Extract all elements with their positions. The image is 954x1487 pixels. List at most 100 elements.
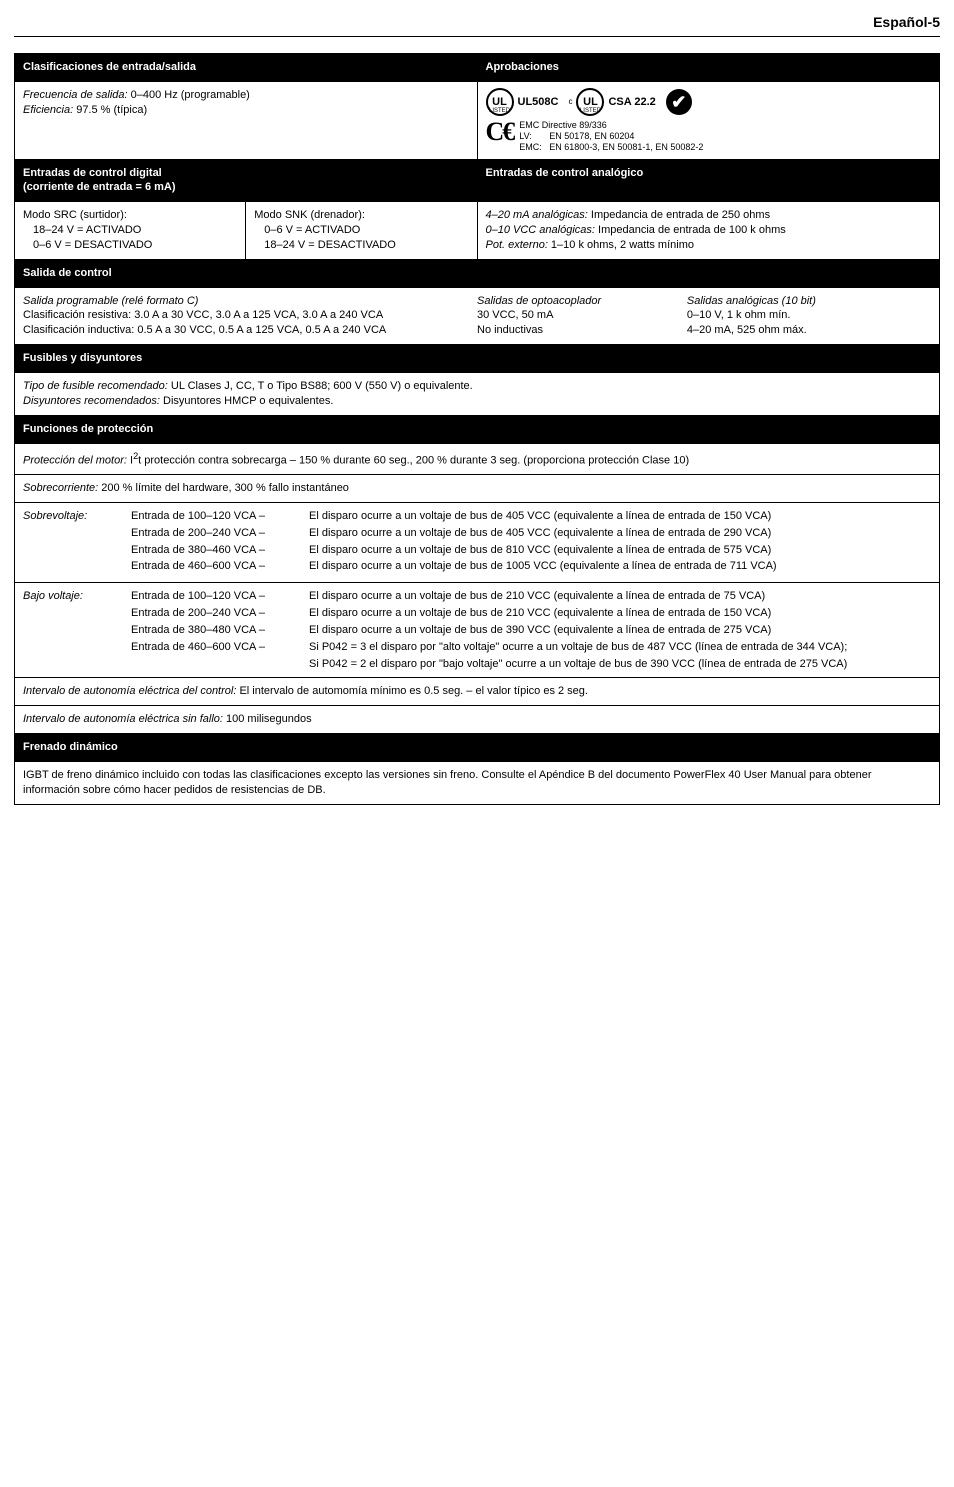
ana-l1-label: 4–20 mA analógicas:: [486, 209, 588, 221]
csa-c: c: [568, 97, 572, 108]
voltage-entry: Entrada de 460–600 VCA –El disparo ocurr…: [131, 559, 931, 574]
analog-body: 4–20 mA analógicas: Impedancia de entrad…: [477, 202, 940, 260]
motor-label: Protección del motor:: [23, 454, 127, 466]
fail-label: Intervalo de autonomía eléctrica sin fal…: [23, 713, 223, 725]
ctrl-out-header: Salida de control: [15, 259, 940, 287]
entry-range: Entrada de 460–600 VCA –: [131, 559, 309, 574]
co-c3-l1: 0–10 V, 1 k ohm mín.: [687, 308, 931, 323]
entry-desc: Si P042 = 3 el disparo por "alto voltaje…: [309, 640, 931, 655]
src-l1: 18–24 V = ACTIVADO: [23, 223, 237, 238]
entry-desc: El disparo ocurre a un voltaje de bus de…: [309, 559, 931, 574]
ul-icon: ULLISTED: [486, 88, 514, 116]
eff-val: 97.5 % (típica): [73, 104, 147, 116]
snk-l1: 0–6 V = ACTIVADO: [254, 223, 468, 238]
freq-label: Frecuencia de salida:: [23, 89, 128, 101]
sv-label: Sobrevoltaje:: [15, 503, 131, 582]
auto-ctrl: Intervalo de autonomía eléctrica del con…: [15, 678, 940, 706]
undervoltage-row: Bajo voltaje: Entrada de 100–120 VCA –El…: [15, 583, 940, 678]
csa-logo-block: c ULLISTED CSA 22.2: [568, 88, 655, 116]
overcurrent: Sobrecorriente: 200 % límite del hardwar…: [15, 475, 940, 503]
over-label: Sobrecorriente:: [23, 482, 98, 494]
entry-range: Entrada de 200–240 VCA –: [131, 526, 309, 541]
csa-ul-icon: ULLISTED: [576, 88, 604, 116]
entry-range: Entrada de 380–480 VCA –: [131, 623, 309, 638]
io-header: Clasificaciones de entrada/salida: [15, 54, 478, 82]
voltage-entry: Entrada de 380–460 VCA –El disparo ocurr…: [131, 543, 931, 558]
snk-l2: 18–24 V = DESACTIVADO: [254, 238, 468, 253]
fail-val: 100 milisegundos: [223, 713, 312, 725]
entry-range: Entrada de 100–120 VCA –: [131, 589, 309, 604]
snk-title: Modo SNK (drenador):: [254, 208, 468, 223]
csa-text: CSA 22.2: [608, 95, 655, 110]
ana-l1-val: Impedancia de entrada de 250 ohms: [588, 209, 770, 221]
entry-desc: El disparo ocurre a un voltaje de bus de…: [309, 509, 931, 524]
src-title: Modo SRC (surtidor):: [23, 208, 237, 223]
ctick-icon: ✔: [666, 89, 692, 115]
fuse-l1-label: Tipo de fusible recomendado:: [23, 380, 168, 392]
ana-l3-val: 1–10 k ohms, 2 watts mínimo: [548, 239, 694, 251]
over-val: 200 % límite del hardware, 300 % fallo i…: [98, 482, 349, 494]
motor-post: t protección contra sobrecarga – 150 % d…: [138, 454, 689, 466]
co-c3-title: Salidas analógicas (10 bit): [687, 294, 931, 309]
emc-emc: EMC: EN 61800-3, EN 50081-1, EN 50082-2: [519, 142, 703, 153]
co-c3-l2: 4–20 mA, 525 ohm máx.: [687, 323, 931, 338]
brake-header: Frenado dinámico: [15, 734, 940, 762]
voltage-entry: Entrada de 200–240 VCA –El disparo ocurr…: [131, 526, 931, 541]
fuse-l2-val: Disyuntores HMCP o equivalentes.: [160, 395, 333, 407]
voltage-entry: Entrada de 200–240 VCA –El disparo ocurr…: [131, 606, 931, 621]
bv-extra: Si P042 = 2 el disparo por "bajo voltaje…: [131, 657, 931, 672]
auto-label: Intervalo de autonomía eléctrica del con…: [23, 685, 236, 697]
ctrl-out-body: Salida programable (relé formato C) Clas…: [15, 287, 940, 345]
fuse-l1-val: UL Clases J, CC, T o Tipo BS88; 600 V (5…: [168, 380, 473, 392]
bv-rows: Entrada de 100–120 VCA –El disparo ocurr…: [131, 589, 931, 654]
voltage-entry: Entrada de 100–120 VCA –El disparo ocurr…: [131, 509, 931, 524]
co-c1-title: Salida programable (relé formato C): [23, 294, 457, 309]
src-mode: Modo SRC (surtidor): 18–24 V = ACTIVADO …: [15, 202, 246, 260]
ce-icon: C€: [486, 120, 514, 143]
fuse-l2-label: Disyuntores recomendados:: [23, 395, 160, 407]
voltage-entry: Entrada de 460–600 VCA –Si P042 = 3 el d…: [131, 640, 931, 655]
co-c1-l1: Clasificación resistiva: 3.0 A a 30 VCC,…: [23, 308, 457, 323]
voltage-entry: Entrada de 380–480 VCA –El disparo ocurr…: [131, 623, 931, 638]
entry-desc: El disparo ocurre a un voltaje de bus de…: [309, 543, 931, 558]
approvals-body: ULLISTED UL508C c ULLISTED CSA 22.2 ✔ C€…: [477, 82, 940, 159]
entry-range: Entrada de 380–460 VCA –: [131, 543, 309, 558]
co-c2-l1: 30 VCC, 50 mA: [477, 308, 667, 323]
entry-desc: El disparo ocurre a un voltaje de bus de…: [309, 606, 931, 621]
entry-range: Entrada de 100–120 VCA –: [131, 509, 309, 524]
fuses-body: Tipo de fusible recomendado: UL Clases J…: [15, 373, 940, 416]
auto-val: El intervalo de automomía mínimo es 0.5 …: [236, 685, 588, 697]
auto-fail: Intervalo de autonomía eléctrica sin fal…: [15, 706, 940, 734]
aprob-label: Aprobaciones: [486, 61, 559, 73]
brake-body: IGBT de freno dinámico incluido con toda…: [15, 762, 940, 805]
entry-range: Entrada de 200–240 VCA –: [131, 606, 309, 621]
entry-desc: El disparo ocurre a un voltaje de bus de…: [309, 589, 931, 604]
entry-desc: El disparo ocurre a un voltaje de bus de…: [309, 623, 931, 638]
eff-label: Eficiencia:: [23, 104, 73, 116]
io-body: Frecuencia de salida: 0–400 Hz (programa…: [15, 82, 478, 159]
approvals-header: Aprobaciones: [477, 54, 940, 82]
bv-label: Bajo voltaje:: [15, 583, 131, 677]
page-number: Español-5: [14, 14, 940, 37]
co-c1-l2: Clasificación inductiva: 0.5 A a 30 VCC,…: [23, 323, 457, 338]
ana-l3-label: Pot. externo:: [486, 239, 548, 251]
entry-desc: El disparo ocurre a un voltaje de bus de…: [309, 526, 931, 541]
co-c2-title: Salidas de optoacoplador: [477, 294, 667, 309]
fuses-header: Fusibles y disyuntores: [15, 345, 940, 373]
protect-header: Funciones de protección: [15, 415, 940, 443]
sv-rows: Entrada de 100–120 VCA –El disparo ocurr…: [131, 503, 939, 582]
entry-range: Entrada de 460–600 VCA –: [131, 640, 309, 655]
digital-in-header: Entradas de control digital (corriente d…: [15, 159, 478, 202]
ul-text: UL508C: [518, 95, 559, 110]
freq-val: 0–400 Hz (programable): [128, 89, 250, 101]
emc-lv: LV: EN 50178, EN 60204: [519, 131, 703, 142]
motor-prot: Protección del motor: I2t protección con…: [15, 443, 940, 475]
emc-title: EMC Directive 89/336: [519, 120, 703, 131]
ana-l2-val: Impedancia de entrada de 100 k ohms: [595, 224, 786, 236]
overvoltage-row: Sobrevoltaje: Entrada de 100–120 VCA –El…: [15, 502, 940, 582]
spec-table: Clasificaciones de entrada/salida Aproba…: [14, 53, 940, 805]
co-c2-l2: No inductivas: [477, 323, 667, 338]
ul-logo-block: ULLISTED UL508C: [486, 88, 559, 116]
analog-in-header: Entradas de control analógico: [477, 159, 940, 202]
ana-l2-label: 0–10 VCC analógicas:: [486, 224, 595, 236]
